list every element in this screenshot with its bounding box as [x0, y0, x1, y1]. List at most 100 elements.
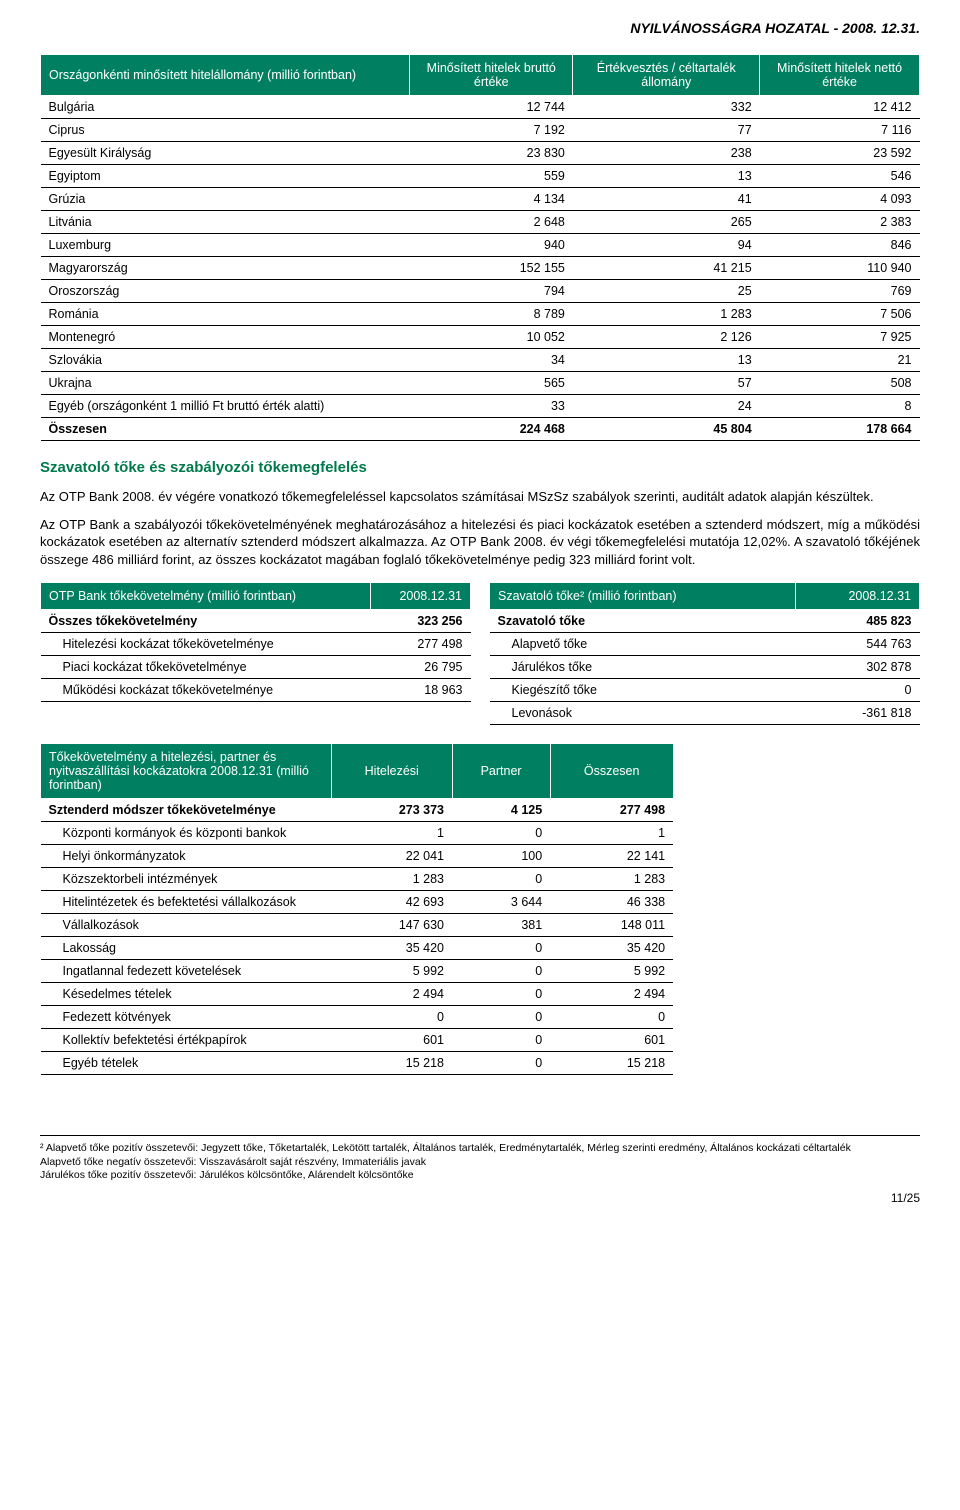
table-cell: 46 338 [550, 891, 673, 914]
table-cell: 152 155 [410, 257, 573, 280]
table-row: Bulgária12 74433212 412 [41, 96, 920, 119]
table-row: Magyarország152 15541 215110 940 [41, 257, 920, 280]
table-cell: 846 [760, 234, 920, 257]
paragraph-1: Az OTP Bank 2008. év végére vonatkozó tő… [40, 488, 920, 506]
table-cell: 33 [410, 395, 573, 418]
table-cell: 15 218 [550, 1052, 673, 1075]
table-row: Helyi önkormányzatok22 04110022 141 [41, 845, 674, 868]
table-cell: 1 [550, 822, 673, 845]
table-cell: 2 126 [573, 326, 760, 349]
table-cell: 26 795 [371, 656, 471, 679]
footnote: ² Alapvető tőke pozitív összetevői: Jegy… [40, 1135, 920, 1183]
table-cell: 12 412 [760, 96, 920, 119]
table-row: Kollektív befektetési értékpapírok601060… [41, 1029, 674, 1052]
table-row: Egyéb tételek15 218015 218 [41, 1052, 674, 1075]
table-cell: Ingatlannal fedezett követelések [41, 960, 332, 983]
table-header: Minősített hitelek nettó értéke [760, 55, 920, 96]
table-cell: 22 041 [331, 845, 452, 868]
table-cell: Alapvető tőke [490, 633, 796, 656]
table-cell: Járulékos tőke [490, 656, 796, 679]
table-cell: 148 011 [550, 914, 673, 937]
table-row: Alapvető tőke544 763 [490, 633, 920, 656]
table-total-row: Összesen224 46845 804178 664 [41, 418, 920, 441]
table-cell: 508 [760, 372, 920, 395]
table-cell: 57 [573, 372, 760, 395]
table-header: Értékvesztés / céltartalék állomány [573, 55, 760, 96]
table-cell: 601 [550, 1029, 673, 1052]
footnote-line: Járulékos tőke pozitív összetevői: Járul… [40, 1169, 920, 1183]
table-cell: Grúzia [41, 188, 410, 211]
table-cell: 794 [410, 280, 573, 303]
table-cell: Ciprus [41, 119, 410, 142]
table-row: Grúzia4 134414 093 [41, 188, 920, 211]
table-header: 2008.12.31 [371, 583, 471, 610]
table-cell: Egyéb (országonként 1 millió Ft bruttó é… [41, 395, 410, 418]
table-row: Románia8 7891 2837 506 [41, 303, 920, 326]
table-cell: Luxemburg [41, 234, 410, 257]
table-cell: 265 [573, 211, 760, 234]
table-cell: Románia [41, 303, 410, 326]
table-cell: 7 925 [760, 326, 920, 349]
table-cell: Levonások [490, 702, 796, 725]
country-loans-table: Országonkénti minősített hitelállomány (… [40, 54, 920, 441]
table-cell: Szavatoló tőke [490, 610, 796, 633]
table-row: Hitelezési kockázat tőkekövetelménye277 … [41, 633, 471, 656]
table-cell: 45 804 [573, 418, 760, 441]
table-cell: Fedezett kötvények [41, 1006, 332, 1029]
table-row: Litvánia2 6482652 383 [41, 211, 920, 234]
table-cell: Központi kormányok és központi bankok [41, 822, 332, 845]
table-cell: 7 506 [760, 303, 920, 326]
table-cell: 565 [410, 372, 573, 395]
table-cell: 544 763 [795, 633, 919, 656]
table-cell: 302 878 [795, 656, 919, 679]
capital-requirement-table: OTP Bank tőkekövetelmény (millió forintb… [40, 582, 471, 702]
table-cell: 7 192 [410, 119, 573, 142]
table-row: Összes tőkekövetelmény323 256 [41, 610, 471, 633]
table-cell: 8 [760, 395, 920, 418]
table-cell: 0 [452, 1029, 550, 1052]
table-row: Közszektorbeli intézmények1 28301 283 [41, 868, 674, 891]
table-row: Szavatoló tőke485 823 [490, 610, 920, 633]
table-cell: 34 [410, 349, 573, 372]
footnote-line: Alapvető tőke negatív összetevői: Vissza… [40, 1156, 920, 1170]
table-cell: 1 [331, 822, 452, 845]
table-cell: 15 218 [331, 1052, 452, 1075]
table-cell: 24 [573, 395, 760, 418]
table-cell: 0 [452, 868, 550, 891]
table-cell: 18 963 [371, 679, 471, 702]
table-header: Tőkekövetelmény a hitelezési, partner és… [41, 744, 332, 799]
table-cell: 4 134 [410, 188, 573, 211]
table-cell: Sztenderd módszer tőkekövetelménye [41, 799, 332, 822]
table-header: Összesen [550, 744, 673, 799]
table-cell: Oroszország [41, 280, 410, 303]
table-cell: 0 [550, 1006, 673, 1029]
table-cell: -361 818 [795, 702, 919, 725]
table-cell: 277 498 [371, 633, 471, 656]
table-cell: 546 [760, 165, 920, 188]
table-cell: 0 [795, 679, 919, 702]
table-cell: Montenegró [41, 326, 410, 349]
table-cell: 1 283 [573, 303, 760, 326]
table-cell: 1 283 [331, 868, 452, 891]
table-cell: 0 [452, 983, 550, 1006]
table-row: Működési kockázat tőkekövetelménye18 963 [41, 679, 471, 702]
table-cell: 273 373 [331, 799, 452, 822]
table-cell: 23 592 [760, 142, 920, 165]
table-row: Egyéb (országonként 1 millió Ft bruttó é… [41, 395, 920, 418]
table-cell: Egyesült Királyság [41, 142, 410, 165]
table-cell: Magyarország [41, 257, 410, 280]
table-cell: Összes tőkekövetelmény [41, 610, 371, 633]
table-cell: 41 215 [573, 257, 760, 280]
page-number: 11/25 [40, 1191, 920, 1205]
table-cell: 3 644 [452, 891, 550, 914]
table-cell: 21 [760, 349, 920, 372]
table-row: Ukrajna56557508 [41, 372, 920, 395]
table-cell: 23 830 [410, 142, 573, 165]
table-cell: Közszektorbeli intézmények [41, 868, 332, 891]
table-cell: 0 [452, 822, 550, 845]
table-header: Szavatoló tőke² (millió forintban) [490, 583, 796, 610]
table-header: Minősített hitelek bruttó értéke [410, 55, 573, 96]
table-header: Partner [452, 744, 550, 799]
table-cell: 13 [573, 165, 760, 188]
table-cell: Késedelmes tételek [41, 983, 332, 1006]
